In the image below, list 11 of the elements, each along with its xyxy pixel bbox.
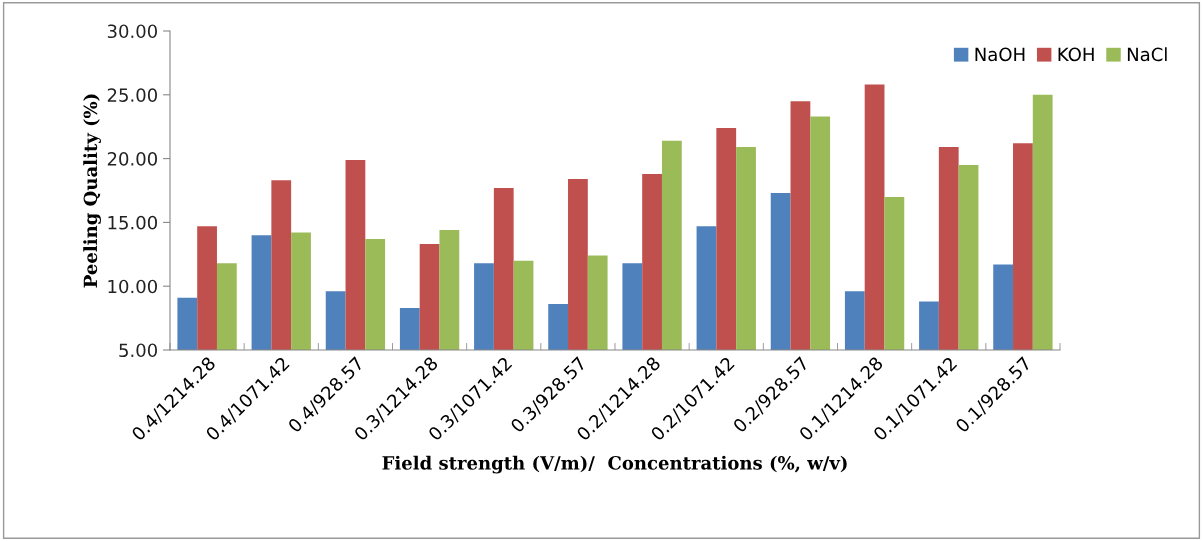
y-tick-label: 20.00 [107, 152, 157, 166]
y-tick-label: 15.00 [108, 215, 157, 230]
y-tick-label: 30.00 [107, 24, 157, 39]
y-axis-title: Peeling Quality (%) [83, 94, 101, 288]
legend-label: NaCl [1127, 47, 1167, 62]
y-tick-label: 25.00 [107, 88, 157, 102]
legend-label: NaOH [975, 47, 1025, 62]
x-axis-title: Field strength (V/m)/ Concentrations (%, w/v) [382, 455, 847, 474]
y-tick-label: 5.00 [119, 343, 157, 358]
y-tick-label: 10.00 [108, 279, 157, 294]
legend-label: KOH [1058, 47, 1094, 62]
